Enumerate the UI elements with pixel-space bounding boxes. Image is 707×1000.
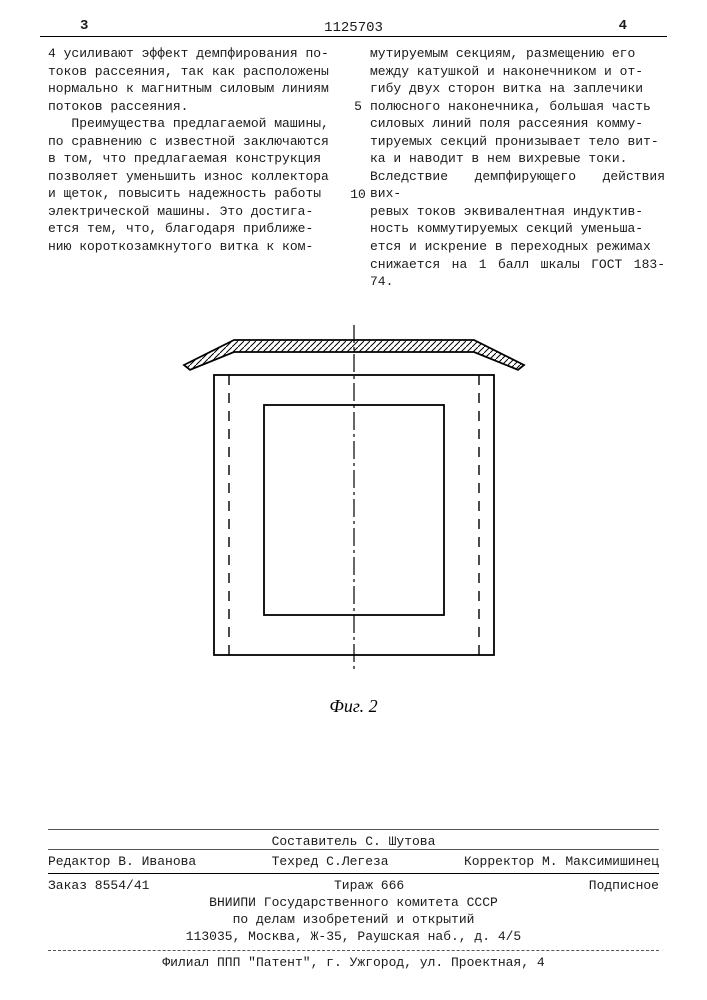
body-text-left-column: 4 усиливают эффект демпфирования по- ток…: [48, 45, 343, 256]
credits-row: Редактор В. Иванова Техред С.Легеза Корр…: [48, 849, 659, 869]
line-marker-10: 10: [350, 186, 366, 204]
editor: Редактор В. Иванова: [48, 854, 196, 869]
page-number-right: 4: [619, 18, 627, 34]
compiler-line: Составитель С. Шутова: [48, 829, 659, 849]
figure-2-svg: [154, 305, 554, 685]
imprint-block: Составитель С. Шутова Редактор В. Иванов…: [48, 829, 659, 970]
order-number: Заказ 8554/41: [48, 878, 149, 893]
techred: Техред С.Легеза: [272, 854, 389, 869]
filial-line: Филиал ППП "Патент", г. Ужгород, ул. Про…: [48, 950, 659, 970]
figure-caption: Фиг. 2: [0, 696, 707, 717]
patent-number: 1125703: [324, 20, 383, 36]
org-line-2: по делам изобретений и открытий: [48, 912, 659, 927]
org-line-1: ВНИИПИ Государственного комитета СССР: [48, 895, 659, 910]
line-marker-5: 5: [350, 98, 366, 116]
figure-2: Фиг. 2: [0, 305, 707, 717]
line-number-markers: 5 10: [350, 45, 366, 203]
header-rule: [40, 36, 667, 37]
body-text-right-column: мутируемым секциям, размещению его между…: [370, 45, 665, 291]
org-address: 113035, Москва, Ж-35, Раушская наб., д. …: [48, 929, 659, 944]
podpisnoe: Подписное: [589, 878, 659, 893]
corrector: Корректор М. Максимишинец: [464, 854, 659, 869]
page-number-left: 3: [80, 18, 88, 34]
order-row: Заказ 8554/41 Тираж 666 Подписное: [48, 873, 659, 893]
tirazh: Тираж 666: [334, 878, 404, 893]
